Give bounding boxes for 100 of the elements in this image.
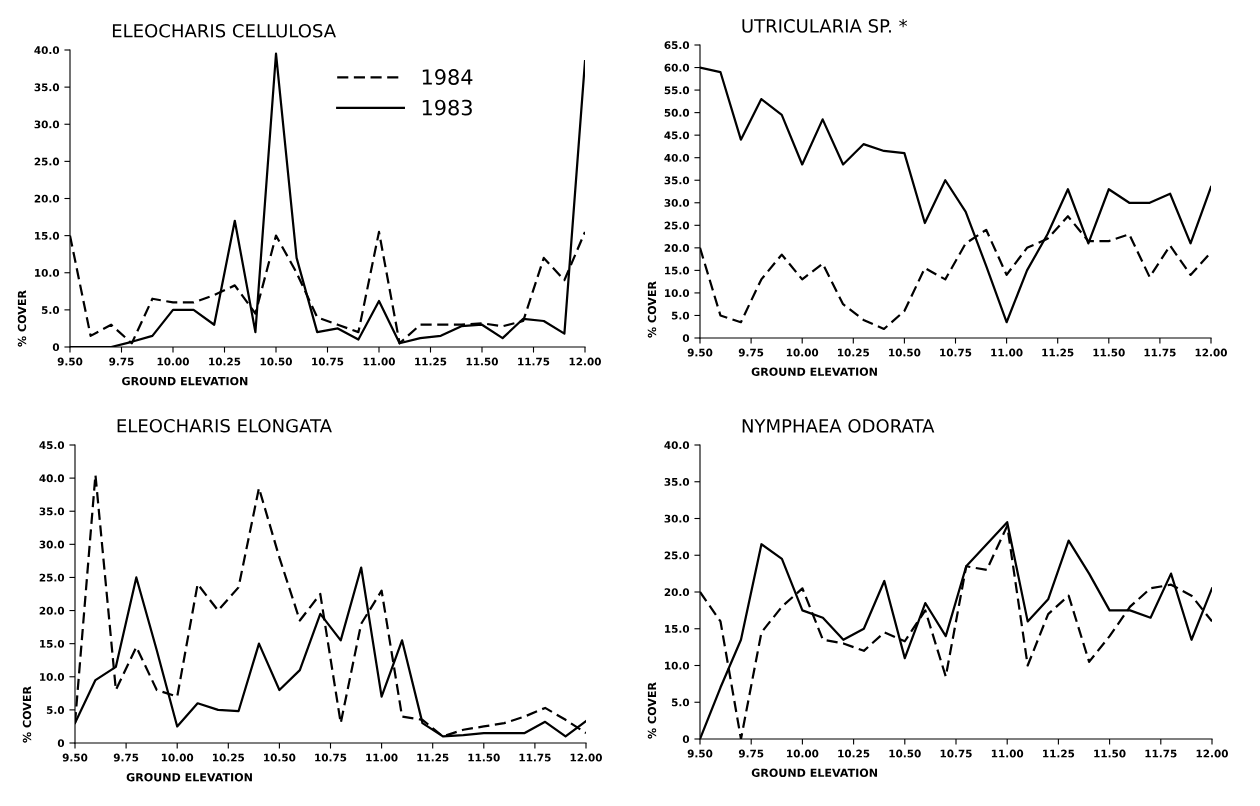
x-axis-title: GROUND ELEVATION — [126, 773, 252, 782]
x-tick-label: 12.00 — [1195, 348, 1227, 357]
y-tick-label: 40.0 — [664, 441, 690, 450]
x-tick-label: 12.00 — [569, 357, 601, 366]
y-tick-label: 15.0 — [665, 624, 690, 633]
x-tick-label: 12.00 — [1196, 749, 1228, 758]
x-tick-label: 9.50 — [687, 348, 713, 357]
x-tick-label: 9.75 — [113, 753, 139, 762]
y-tick-label: 60.0 — [664, 63, 690, 72]
y-tick-label: 10.0 — [35, 268, 60, 277]
y-tick-label: 40.0 — [39, 474, 65, 483]
x-tick-label: 10.75 — [315, 753, 347, 762]
x-tick-label: 10.75 — [940, 749, 972, 758]
x-tick-label: 10.00 — [786, 348, 819, 357]
chart-title: NYMPHAEA ODORATA — [742, 419, 935, 433]
x-tick-label: 10.00 — [787, 749, 819, 758]
x-tick-label: 10.50 — [264, 753, 296, 762]
y-tick-label: 20.0 — [664, 244, 690, 252]
y-tick-label: 10.0 — [665, 289, 690, 298]
x-tick-label: 11.25 — [1042, 348, 1074, 357]
y-tick-label: 20.0 — [39, 606, 65, 615]
y-tick-label: 30.0 — [34, 120, 60, 129]
y-tick-label: 20.0 — [664, 588, 690, 597]
x-tick-label: 11.50 — [466, 357, 498, 366]
x-tick-label: 11.00 — [991, 348, 1023, 357]
y-tick-label: 40.0 — [34, 46, 60, 55]
x-tick-label: 12.00 — [570, 753, 602, 762]
x-tick-label: 11.50 — [1094, 749, 1126, 758]
x-tick-label: 11.75 — [519, 753, 551, 762]
y-tick-label: 45.0 — [39, 441, 65, 450]
y-axis-title: % COVER — [17, 290, 27, 347]
y-tick-label: 5.0 — [41, 306, 60, 314]
y-tick-label: 35.0 — [664, 477, 690, 486]
x-tick-label: 10.00 — [161, 753, 194, 762]
y-tick-label: 25.0 — [34, 157, 60, 166]
x-tick-label: 9.75 — [738, 749, 764, 758]
y-tick-label: 30.0 — [39, 540, 65, 549]
y-tick-label: 10.0 — [40, 673, 65, 681]
x-tick-label: 11.75 — [1145, 749, 1177, 758]
y-tick-label: 35.0 — [39, 507, 65, 516]
x-tick-label: 10.25 — [209, 357, 241, 366]
y-tick-label: 15.0 — [40, 639, 65, 648]
y-tick-label: 50.0 — [664, 108, 690, 117]
x-tick-label: 11.75 — [1144, 348, 1176, 357]
y-tick-label: 5.0 — [46, 706, 65, 714]
y-tick-label: 30.0 — [664, 199, 690, 207]
x-tick-label: 9.50 — [62, 753, 88, 762]
y-tick-label: 15.0 — [35, 231, 60, 240]
x-tick-label: 10.50 — [260, 357, 292, 366]
y-tick-label: 25.0 — [664, 551, 690, 560]
x-tick-label: 11.50 — [468, 753, 500, 762]
x-tick-label: 11.00 — [363, 357, 395, 366]
x-tick-label: 11.25 — [1043, 749, 1075, 758]
y-tick-label: 20.0 — [34, 194, 60, 203]
x-tick-label: 10.50 — [889, 749, 921, 758]
y-tick-label: 55.0 — [664, 86, 690, 95]
y-tick-label: 0 — [52, 343, 60, 352]
y-tick-label: 15.0 — [665, 266, 690, 275]
x-axis-title: GROUND ELEVATION — [122, 376, 248, 386]
x-tick-label: 10.50 — [889, 348, 921, 357]
x-tick-label: 10.25 — [213, 753, 245, 762]
legend-label: 1983 — [422, 99, 472, 116]
y-tick-label: 45.0 — [664, 131, 690, 140]
y-tick-label: 25.0 — [39, 573, 65, 582]
x-axis-title: GROUND ELEVATION — [751, 768, 878, 777]
x-tick-label: 10.25 — [838, 348, 870, 357]
y-tick-label: 10.0 — [665, 661, 690, 670]
y-tick-label: 40.0 — [664, 153, 690, 162]
x-axis-title: GROUND ELEVATION — [751, 367, 877, 376]
y-tick-label: 30.0 — [664, 514, 690, 523]
chart-title: ELEOCHARIS CELLULOSA — [112, 23, 336, 38]
x-tick-label: 10.00 — [157, 357, 189, 366]
chart-title: ELEOCHARIS ELONGATA — [117, 418, 332, 433]
x-tick-label: 10.75 — [312, 357, 344, 366]
y-tick-label: 0 — [57, 739, 65, 748]
y-axis-title: % COVER — [647, 682, 657, 739]
x-tick-label: 9.50 — [57, 357, 83, 366]
x-tick-label: 10.75 — [940, 348, 972, 357]
x-tick-label: 11.25 — [417, 753, 449, 762]
y-tick-label: 25.0 — [664, 221, 690, 230]
y-tick-label: 0 — [682, 735, 690, 744]
x-tick-label: 10.25 — [838, 749, 870, 758]
legend-label: 1984 — [422, 69, 473, 85]
x-tick-label: 11.75 — [518, 357, 550, 366]
x-tick-label: 11.50 — [1093, 348, 1125, 357]
x-tick-label: 9.75 — [738, 348, 764, 357]
y-tick-label: 0 — [682, 334, 690, 343]
y-tick-label: 5.0 — [671, 311, 690, 320]
chart-title: UTRICULARIA SP. * — [742, 19, 908, 33]
y-axis-title: % COVER — [647, 281, 657, 338]
x-tick-label: 9.50 — [687, 749, 713, 758]
x-tick-label: 11.00 — [991, 749, 1024, 758]
y-axis-title: % COVER — [22, 686, 32, 743]
y-tick-label: 35.0 — [34, 83, 60, 92]
x-tick-label: 11.00 — [366, 753, 398, 762]
y-tick-label: 5.0 — [671, 698, 690, 707]
x-tick-label: 11.25 — [415, 357, 447, 366]
y-tick-label: 35.0 — [664, 176, 690, 185]
x-tick-label: 9.75 — [109, 357, 134, 366]
y-tick-label: 65.0 — [664, 41, 690, 50]
